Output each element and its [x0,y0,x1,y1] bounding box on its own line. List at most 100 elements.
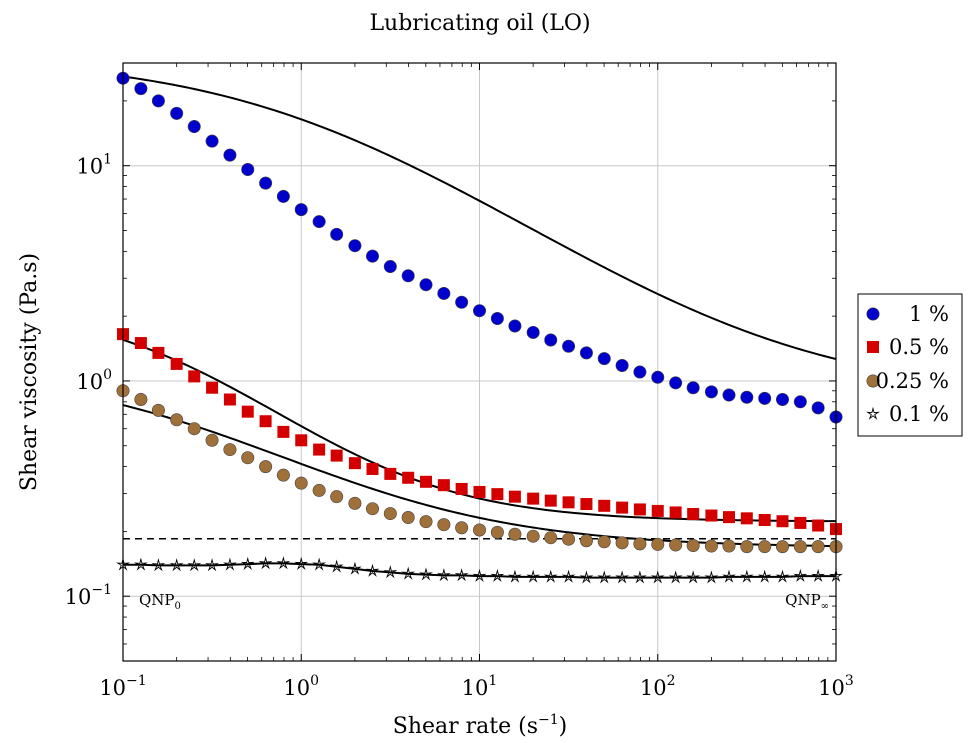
data-point [615,536,629,550]
data-point [151,403,165,417]
data-point [794,516,807,529]
data-point [704,539,718,553]
data-point [241,405,254,418]
legend-label: 0.25 % [876,369,949,393]
legend-marker-circle [866,374,880,388]
data-point [793,568,808,582]
legend-item: 0.5 % [867,335,949,359]
data-point [401,511,415,525]
data-point [401,566,416,580]
data-point [419,567,433,581]
data-point [490,568,505,582]
data-point [455,295,469,309]
data-point [259,415,272,428]
data-point [365,502,379,516]
chart-title: Lubricating oil (LO) [369,11,590,36]
data-point [704,385,718,399]
data-point [401,269,415,283]
data-point [472,304,486,318]
x-tick-label: 102 [640,673,676,700]
data-point [758,540,772,554]
data-point [295,434,308,447]
data-point [383,565,398,579]
data-point [615,570,630,584]
data-point [508,490,521,503]
data-point [507,569,522,583]
data-point [686,539,700,553]
data-point [597,570,612,584]
legend-marker-star [866,406,880,420]
data-point [757,569,772,583]
data-point [651,370,665,384]
data-point [384,467,397,480]
data-point [579,534,593,548]
data-point [812,519,825,532]
data-point [508,527,522,541]
data-point [152,346,165,359]
legend-label: 1 % [909,302,949,326]
x-tick-label: 101 [462,673,498,700]
data-point [348,457,361,470]
x-tick-label: 100 [283,673,319,700]
data-point [472,568,487,582]
data-point [205,558,219,572]
data-point [294,203,308,217]
legend-item: 1 % [866,302,949,326]
series-markers-1 [117,328,842,536]
data-point [134,393,148,407]
data-point [241,451,255,465]
data-point [187,558,202,572]
data-point [187,120,201,134]
data-point [313,443,326,456]
legend-item: 0.1 % [866,402,949,426]
data-point [223,557,237,571]
data-point [259,176,273,190]
data-point [491,488,504,501]
data-point [686,570,701,584]
data-point [437,479,450,492]
data-point [579,570,594,584]
data-point [329,559,344,573]
data-point [294,476,308,490]
data-point [455,482,468,495]
data-point [151,94,165,108]
data-point [437,286,451,300]
data-point [562,339,576,353]
series-markers-2 [116,384,843,554]
data-point [633,365,647,379]
data-point [419,278,433,292]
data-point [276,556,291,570]
data-point [580,498,593,511]
data-point [722,511,735,524]
data-point [705,509,718,522]
data-point [775,540,789,554]
data-point [650,570,665,584]
y-tick-label: 100 [76,367,112,394]
data-point [527,492,540,505]
data-point [669,506,682,519]
data-point [188,370,201,383]
x-axis-label: Shear rate (s−1) [393,712,567,739]
data-point [651,537,665,551]
data-point [473,485,486,498]
data-point [490,312,504,326]
data-point [187,422,201,436]
data-point [348,496,362,510]
data-point [562,532,576,546]
legend-label: 0.1 % [889,402,949,426]
y-tick-label: 10−1 [65,582,112,609]
data-point [508,319,522,333]
data-point [258,556,273,570]
data-point [811,401,825,415]
data-point [454,568,469,582]
data-point [402,471,415,484]
data-point [526,529,540,543]
series-markers-3 [116,556,843,584]
data-point [437,518,451,532]
data-point [544,333,558,347]
data-point [383,507,397,521]
data-point [276,468,290,482]
data-point [758,513,771,526]
data-point [722,539,736,553]
